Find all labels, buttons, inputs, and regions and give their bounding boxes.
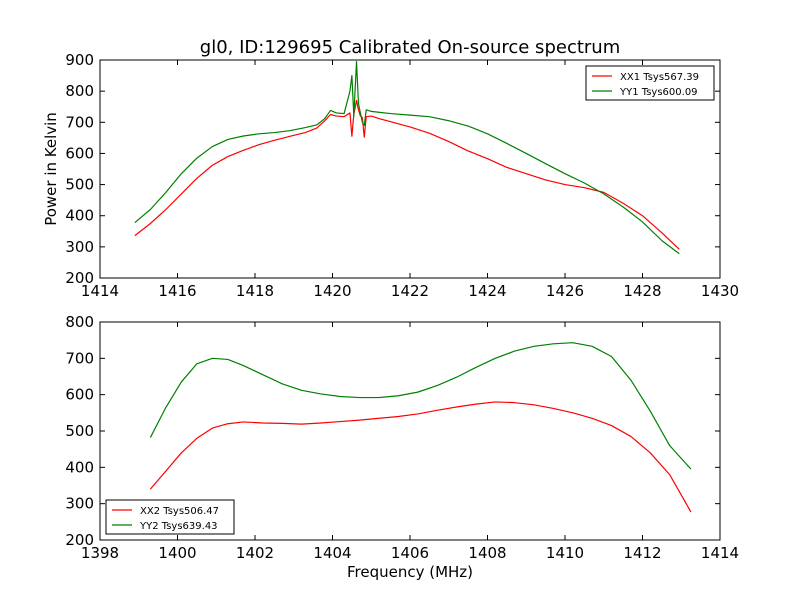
x-tick-label: 1414 — [701, 544, 739, 562]
y-tick-label: 200 — [65, 269, 94, 287]
figure-title: gl0, ID:129695 Calibrated On-source spec… — [200, 37, 620, 58]
x-tick-label: 1412 — [623, 544, 661, 562]
x-tick-label: 1422 — [391, 282, 429, 300]
upper-spectrum-panel: 1414 1416 1418 1420 1422 1424 1426 1428 1430 200 3… — [65, 51, 739, 300]
legend: XX2 Tsys506.47 YY2 Tsys639.43 — [105, 499, 235, 535]
y-tick-label: 600 — [65, 386, 94, 404]
x-tick-label: 1400 — [158, 544, 196, 562]
x-tick-label: 1430 — [701, 282, 739, 300]
y-tick-label: 400 — [65, 458, 94, 476]
x-tick-label: 1428 — [623, 282, 661, 300]
y-tick-label: 300 — [65, 238, 94, 256]
x-tick-label: 1402 — [236, 544, 274, 562]
series-line-xx2 — [149, 401, 692, 513]
y-tick-label: 800 — [65, 313, 94, 331]
y-tick-label: 400 — [65, 207, 94, 225]
x-tick-label: 1426 — [546, 282, 584, 300]
y-tick-label: 500 — [65, 176, 94, 194]
x-tick-label: 1418 — [236, 282, 274, 300]
legend-box — [105, 499, 235, 535]
x-tick-label: 1414 — [81, 282, 119, 300]
y-tick-label: 600 — [65, 144, 94, 162]
y-tick-label: 300 — [65, 495, 94, 513]
x-tick-label: 1416 — [158, 282, 196, 300]
series-line-yy2 — [149, 342, 692, 470]
x-tick-label: 1406 — [391, 544, 429, 562]
legend-label: XX2 Tsys506.47 — [140, 506, 219, 517]
y-tick-label: 700 — [65, 113, 94, 131]
x-tick-label: 1404 — [313, 544, 351, 562]
x-tick-label: 1410 — [546, 544, 584, 562]
x-tick-label: 1420 — [313, 282, 351, 300]
series-line-yy1 — [134, 60, 680, 255]
y-axis-label: Power in Kelvin — [42, 112, 60, 226]
x-tick-label: 1398 — [81, 544, 119, 562]
x-axis-label: Frequency (MHz) — [347, 563, 473, 581]
legend-box — [585, 65, 715, 101]
y-tick-label: 500 — [65, 422, 94, 440]
y-tick-label: 900 — [65, 51, 94, 69]
legend-label: XX1 Tsys567.39 — [620, 72, 699, 83]
series-line-xx1 — [134, 99, 680, 250]
lower-spectrum-panel: 1398 1400 1402 1404 1406 1408 1410 1412 1414 200 3… — [65, 313, 739, 562]
y-tick-label: 200 — [65, 531, 94, 549]
legend-label: YY2 Tsys639.43 — [139, 521, 218, 532]
x-tick-label: 1424 — [468, 282, 506, 300]
x-tick-label: 1408 — [468, 544, 506, 562]
y-tick-label: 700 — [65, 349, 94, 367]
legend-label: YY1 Tsys600.09 — [619, 87, 698, 98]
y-tick-label: 800 — [65, 82, 94, 100]
legend: XX1 Tsys567.39 YY1 Tsys600.09 — [585, 65, 715, 101]
